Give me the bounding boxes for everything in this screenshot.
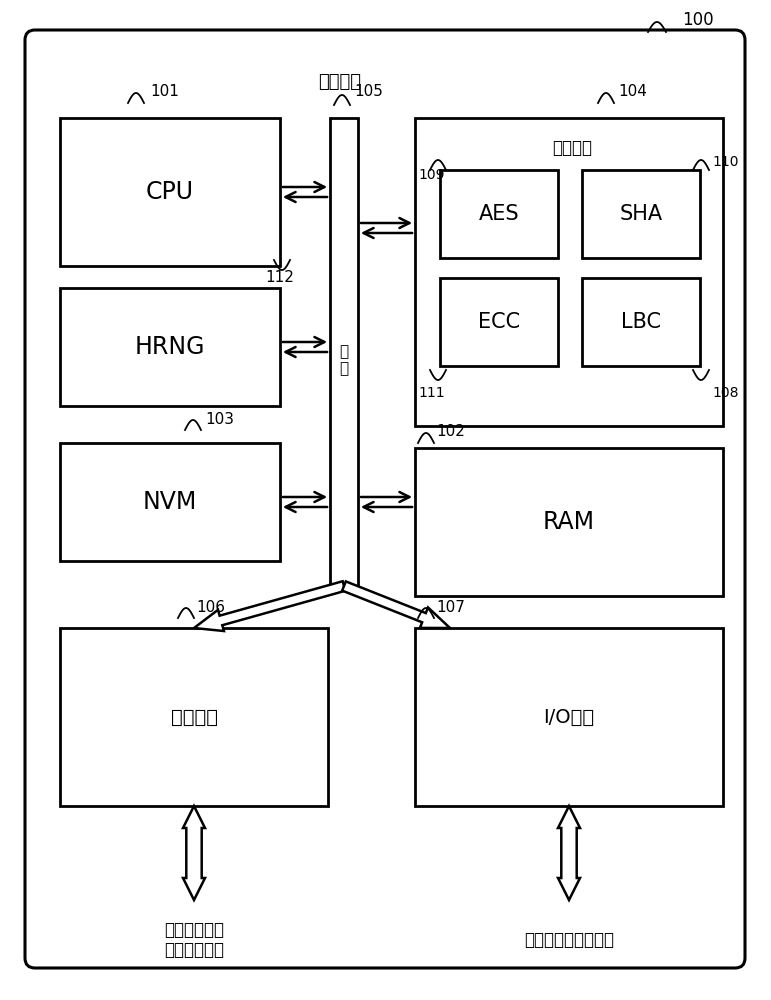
Bar <box>60 288 280 406</box>
Text: AES: AES <box>479 204 520 224</box>
Text: NVM: NVM <box>143 490 197 514</box>
Text: 处理设备: 处理设备 <box>318 73 362 91</box>
Text: HRNG: HRNG <box>135 335 205 359</box>
Text: ECC: ECC <box>478 312 520 332</box>
Bar <box>60 118 280 266</box>
Bar <box>440 170 558 258</box>
Text: 100: 100 <box>682 11 714 29</box>
Text: 102: 102 <box>436 424 465 440</box>
Bar <box>440 278 558 366</box>
Polygon shape <box>194 581 345 631</box>
Text: 总
线: 总 线 <box>339 344 348 376</box>
Text: 与其他设备进行通信: 与其他设备进行通信 <box>524 931 614 949</box>
Text: 105: 105 <box>354 85 383 100</box>
Text: 106: 106 <box>196 599 225 614</box>
Text: SHA: SHA <box>619 204 662 224</box>
Text: CPU: CPU <box>146 180 194 204</box>
Text: 108: 108 <box>712 386 739 400</box>
Bar <box>60 628 328 806</box>
Bar <box>415 448 723 596</box>
Text: 密码模块: 密码模块 <box>552 139 592 157</box>
Polygon shape <box>183 806 205 900</box>
Text: LBC: LBC <box>621 312 661 332</box>
Text: 101: 101 <box>150 85 179 100</box>
Bar <box>415 118 723 426</box>
Text: 112: 112 <box>265 270 294 286</box>
Text: 107: 107 <box>436 599 465 614</box>
Polygon shape <box>342 581 450 628</box>
Polygon shape <box>558 806 580 900</box>
Text: 通过电气接触
电磁场来供电: 通过电气接触 电磁场来供电 <box>164 921 224 959</box>
Text: 103: 103 <box>205 412 234 428</box>
Text: 104: 104 <box>618 85 647 100</box>
FancyBboxPatch shape <box>25 30 745 968</box>
Text: RAM: RAM <box>543 510 595 534</box>
Text: 109: 109 <box>418 168 445 182</box>
Bar <box>415 628 723 806</box>
Bar <box>330 118 358 586</box>
Bar <box>582 170 700 258</box>
Bar <box>60 443 280 561</box>
Text: I/O接口: I/O接口 <box>544 708 594 726</box>
Text: 110: 110 <box>712 155 739 169</box>
Text: 模拟模块: 模拟模块 <box>170 708 217 726</box>
Text: 111: 111 <box>418 386 445 400</box>
Bar <box>582 278 700 366</box>
